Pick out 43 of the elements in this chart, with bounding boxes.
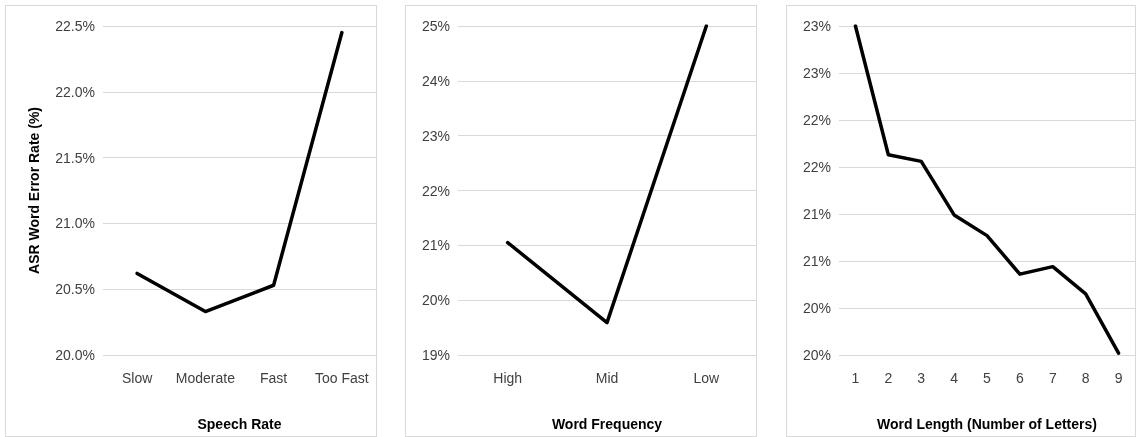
x-tick-label: 9 [1114, 370, 1123, 386]
y-tick-label: 22% [421, 182, 450, 199]
x-tick-label: 6 [1015, 370, 1024, 386]
x-tick-label: Too Fast [315, 370, 369, 386]
y-tick-label: 20.0% [55, 347, 95, 363]
y-tick-label: 20% [802, 300, 831, 316]
y-tick-label: 21% [421, 237, 450, 254]
y-tick-label: 23% [802, 65, 831, 81]
y-tick-label: 23% [802, 18, 831, 34]
x-tick-label: Slow [121, 370, 154, 386]
x-tick-label: Moderate [175, 370, 236, 386]
x-tick-label: 8 [1081, 370, 1090, 386]
x-tick-label: 5 [983, 370, 992, 386]
x-tick-label: Mid [595, 370, 619, 386]
y-tick-label: 22% [802, 112, 831, 128]
x-axis-title: Word Length (Number of Letters) [877, 416, 1097, 432]
x-tick-label: Fast [260, 370, 288, 386]
y-tick-label: 22.0% [55, 83, 95, 100]
x-tick-label: 4 [950, 370, 959, 386]
x-tick-label: 3 [917, 370, 926, 386]
y-axis-title: ASR Word Error Rate (%) [26, 107, 42, 274]
y-tick-label: 21% [802, 253, 831, 269]
y-tick-label: 20.5% [55, 281, 95, 298]
x-tick-label: 1 [851, 370, 860, 386]
x-tick-label: High [493, 370, 523, 386]
x-axis-title: Speech Rate [197, 416, 282, 432]
y-tick-label: 20% [802, 347, 831, 363]
y-tick-label: 24% [421, 72, 450, 89]
line-series [853, 24, 1121, 355]
y-tick-label: 22% [802, 159, 831, 175]
x-tick-label: Low [693, 370, 721, 386]
x-tick-label: 7 [1048, 370, 1057, 386]
y-tick-label: 21.5% [55, 149, 95, 166]
y-tick-label: 25% [421, 18, 450, 34]
y-tick-label: 19% [421, 347, 450, 363]
y-tick-label: 23% [421, 127, 450, 144]
x-tick-label: 2 [884, 370, 893, 386]
x-axis-title: Word Frequency [551, 416, 663, 432]
y-tick-label: 21.0% [55, 215, 95, 232]
y-tick-label: 21% [802, 206, 831, 222]
y-tick-label: 22.5% [55, 18, 95, 34]
y-tick-label: 20% [421, 292, 450, 309]
line-series [135, 30, 344, 314]
